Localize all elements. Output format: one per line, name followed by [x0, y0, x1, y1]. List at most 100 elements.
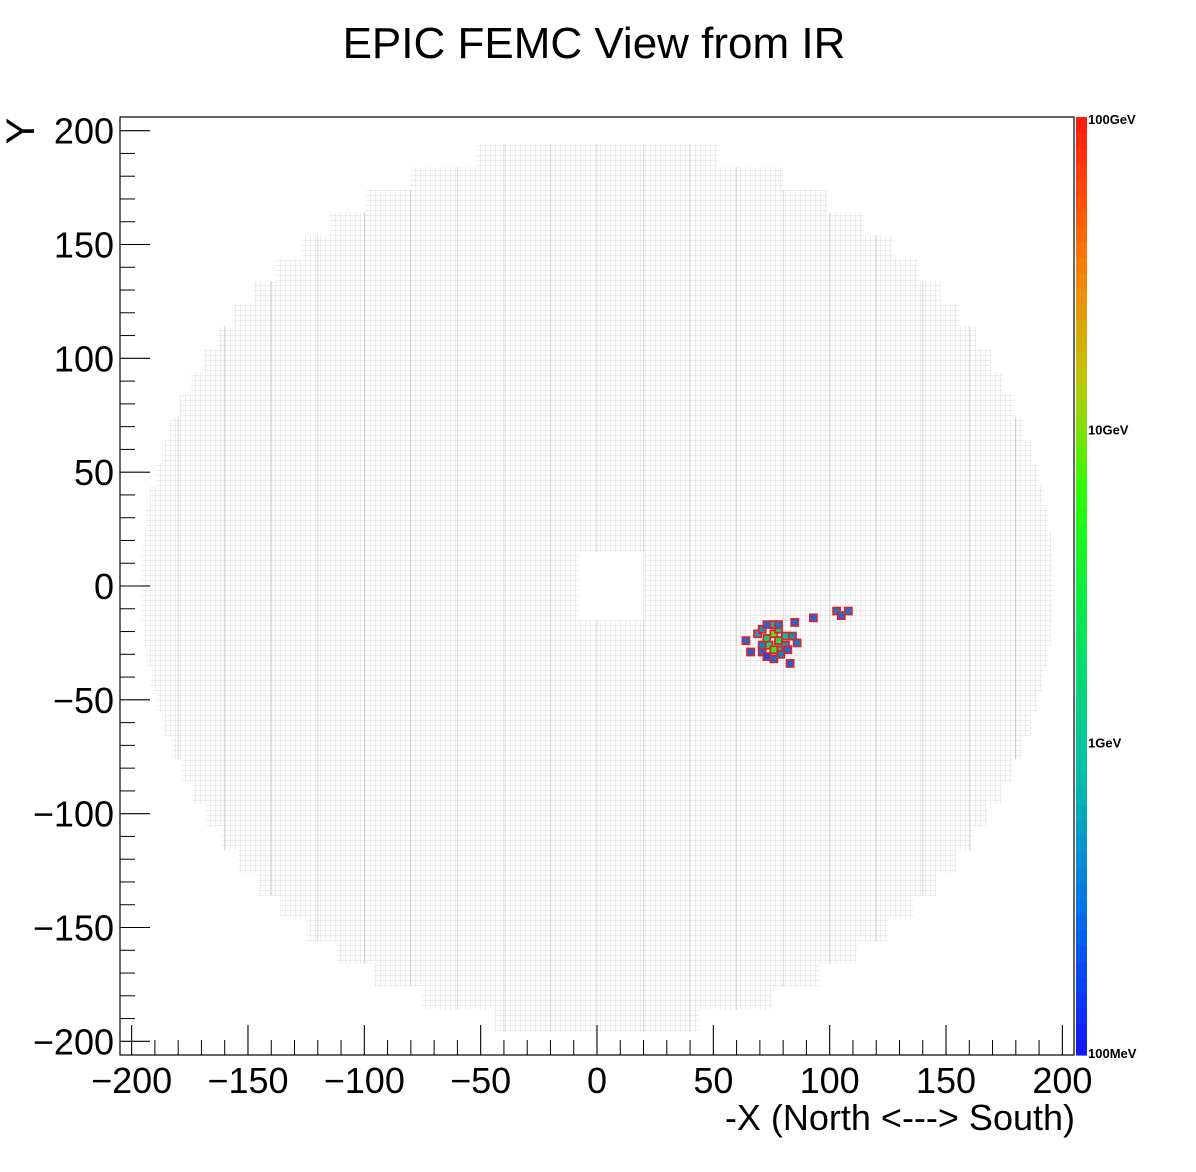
hit-28: [836, 611, 846, 620]
detector-towers: [140, 144, 1054, 1033]
y-tick-label: 200: [54, 111, 114, 152]
colorbar-segment: [1076, 726, 1087, 743]
colorbar-segment: [1076, 304, 1087, 321]
y-tick-label: 50: [74, 452, 114, 493]
colorbar-segment: [1076, 492, 1087, 509]
colorbar-segment: [1076, 898, 1087, 915]
colorbar-segment: [1076, 273, 1087, 290]
colorbar-segment: [1076, 804, 1087, 822]
colorbar-segment: [1076, 414, 1087, 431]
hit-9: [764, 640, 774, 650]
hit-0: [741, 636, 751, 646]
colorbar-segment: [1076, 117, 1087, 134]
colorbar-segment: [1076, 429, 1087, 446]
colorbar-segment: [1076, 351, 1087, 368]
x-tick-label: −200: [91, 1060, 172, 1101]
hit-13: [769, 654, 779, 664]
colorbar-segment: [1076, 445, 1087, 462]
x-axis-label: -X (North <---> South): [725, 1097, 1075, 1138]
colorbar-segment: [1076, 695, 1087, 712]
colorbar-segment: [1076, 648, 1087, 665]
colorbar-segment: [1076, 163, 1087, 181]
colorbar-segment: [1076, 836, 1087, 853]
colorbar-segment: [1076, 820, 1087, 837]
colorbar-segment: [1076, 632, 1087, 650]
colorbar-segment: [1076, 570, 1087, 587]
colorbar-segment: [1076, 367, 1087, 384]
hit-8: [762, 652, 772, 661]
colorbar-segment: [1076, 226, 1087, 243]
colorbar-segment: [1076, 1023, 1087, 1040]
colorbar-segment: [1076, 742, 1087, 759]
energy-colorbar: 100GeV 10GeV 1GeV 100MeV: [1076, 112, 1137, 1061]
hit-24: [790, 618, 800, 627]
colorbar-segment: [1076, 883, 1087, 900]
colorbar-segment: [1076, 132, 1087, 149]
hit-5: [757, 624, 767, 634]
x-tick-label: 50: [693, 1060, 733, 1101]
colorbar-segment: [1076, 382, 1087, 399]
hit-29: [843, 606, 853, 616]
axes: −200 −150 −100 −50 0 50 100 150 200 200 150 100 50 0 −…: [33, 111, 1092, 1101]
hit-16: [774, 620, 783, 630]
hit-27: [832, 606, 842, 616]
x-tick-label: −50: [450, 1060, 511, 1101]
y-tick-label: −100: [33, 794, 114, 835]
colorbar-segment: [1076, 929, 1087, 947]
hit-21: [783, 645, 793, 655]
x-tick-label: 150: [916, 1060, 976, 1101]
x-tick-label: 0: [587, 1060, 607, 1101]
y-tick-label: −200: [33, 1021, 114, 1062]
colorbar-segment: [1076, 976, 1087, 994]
hit-6: [762, 620, 772, 630]
colorbar-segment: [1076, 195, 1087, 212]
colorbar-segment: [1076, 179, 1087, 196]
hit-26: [808, 613, 818, 623]
y-tick-label: −150: [33, 908, 114, 949]
colorbar-segment: [1076, 320, 1087, 337]
hit-2: [753, 629, 762, 639]
hit-23: [788, 631, 797, 641]
colorbar-segment: [1076, 398, 1087, 415]
hit-1: [746, 647, 755, 657]
colorbar-segment: [1076, 523, 1087, 540]
y-axis-label: Y: [0, 118, 43, 145]
x-tick-label: 100: [800, 1060, 860, 1101]
colorbar-segment: [1076, 664, 1087, 681]
colorbar-segment: [1076, 476, 1087, 493]
colorbar-segment: [1076, 148, 1087, 165]
colorbar-label: 100GeV: [1088, 112, 1136, 127]
y-tick-label: 0: [94, 566, 114, 607]
colorbar-segment: [1076, 679, 1087, 697]
colorbar-segment: [1076, 539, 1087, 556]
hit-4: [757, 647, 767, 657]
hit-11: [769, 645, 779, 655]
colorbar-segment: [1076, 1008, 1087, 1025]
colorbar-segment: [1076, 711, 1087, 728]
colorbar-segment: [1076, 335, 1087, 353]
colorbar-segment: [1076, 867, 1087, 884]
colorbar-segment: [1076, 789, 1087, 806]
beam-hole: [579, 551, 644, 621]
colorbar-segment: [1076, 210, 1087, 228]
colorbar-segment: [1076, 617, 1087, 634]
energy-hits: [741, 606, 853, 668]
colorbar-segment: [1076, 773, 1087, 790]
colorbar-segment: [1076, 242, 1087, 259]
y-tick-label: 150: [54, 224, 114, 265]
x-tick-label: 200: [1032, 1060, 1092, 1101]
x-tick-label: −100: [324, 1060, 405, 1101]
hit-19: [781, 631, 790, 641]
colorbar-segment: [1076, 992, 1087, 1009]
colorbar-segment: [1076, 554, 1087, 571]
colorbar-label: 10GeV: [1088, 423, 1129, 438]
colorbar-segment: [1076, 586, 1087, 603]
colorbar-segment: [1076, 961, 1087, 978]
hit-25: [792, 638, 802, 648]
chart-title: EPIC FEMC View from IR: [343, 19, 846, 68]
hit-22: [785, 659, 795, 668]
colorbar-segment: [1076, 460, 1087, 478]
y-tick-label: −50: [53, 680, 114, 721]
colorbar-segment: [1076, 257, 1087, 274]
